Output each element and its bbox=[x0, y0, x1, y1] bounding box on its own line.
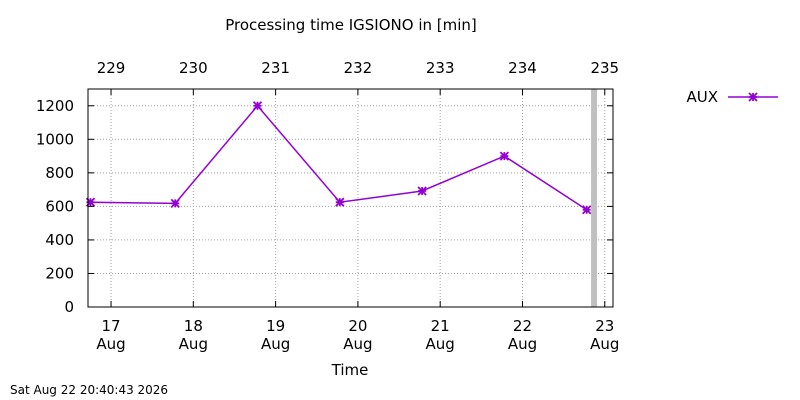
x-tick-label-month: Aug bbox=[179, 335, 208, 353]
x-tick-label-month: Aug bbox=[426, 335, 455, 353]
x-tick-label-month: Aug bbox=[508, 335, 537, 353]
x-top-tick-label: 232 bbox=[344, 59, 373, 77]
y-axis: 0 200 400 600 800 1000 1200 bbox=[36, 97, 613, 316]
x-tick-label-day: 18 bbox=[184, 317, 203, 335]
data-point bbox=[252, 101, 263, 111]
x-tick-label-month: Aug bbox=[343, 335, 372, 353]
x-top-tick-label: 230 bbox=[179, 59, 208, 77]
data-point bbox=[499, 151, 510, 161]
x-tick-label-day: 20 bbox=[348, 317, 367, 335]
y-tick-label: 800 bbox=[45, 164, 74, 182]
x-top-tick-label: 234 bbox=[508, 59, 537, 77]
series-layer bbox=[85, 101, 592, 215]
x-top-tick-label: 229 bbox=[97, 59, 126, 77]
y-tick-label: 0 bbox=[64, 298, 74, 316]
data-point bbox=[170, 198, 180, 209]
x-tick-label-month: Aug bbox=[261, 335, 290, 353]
footer-timestamp: Sat Aug 22 20:40:43 2026 bbox=[10, 383, 168, 397]
data-point bbox=[417, 186, 427, 196]
x-top-tick-label: 235 bbox=[590, 59, 619, 77]
x-top-tick-label: 233 bbox=[426, 59, 455, 77]
legend: AUX bbox=[686, 88, 778, 106]
y-tick-label: 1200 bbox=[36, 97, 74, 115]
series-line bbox=[90, 104, 588, 211]
current-time-bar bbox=[591, 89, 598, 307]
x-tick-label-day: 23 bbox=[595, 317, 614, 335]
x-tick-label-day: 17 bbox=[101, 317, 120, 335]
x-tick-label-day: 22 bbox=[513, 317, 532, 335]
x-top-tick-label: 231 bbox=[261, 59, 290, 77]
y-tick-label: 1000 bbox=[36, 130, 74, 148]
x-axis-label: Time bbox=[331, 361, 369, 379]
x-axis-top: 229 230 231 232 233 234 235 bbox=[97, 59, 619, 95]
plot-border bbox=[87, 88, 614, 308]
y-tick-label: 400 bbox=[45, 231, 74, 249]
y-tick-label: 200 bbox=[45, 264, 74, 282]
data-point bbox=[748, 92, 758, 102]
grid-lines bbox=[88, 89, 613, 308]
x-tick-label-month: Aug bbox=[590, 335, 619, 353]
y-tick-label: 600 bbox=[45, 197, 74, 215]
current-time-marker bbox=[591, 89, 598, 307]
x-tick-label-day: 19 bbox=[266, 317, 285, 335]
data-point bbox=[335, 197, 345, 207]
x-tick-label-month: Aug bbox=[96, 335, 125, 353]
x-tick-label-day: 21 bbox=[431, 317, 450, 335]
chart-title: Processing time IGSIONO in [min] bbox=[225, 16, 477, 34]
data-point bbox=[582, 205, 592, 215]
legend-label-aux: AUX bbox=[686, 88, 718, 106]
